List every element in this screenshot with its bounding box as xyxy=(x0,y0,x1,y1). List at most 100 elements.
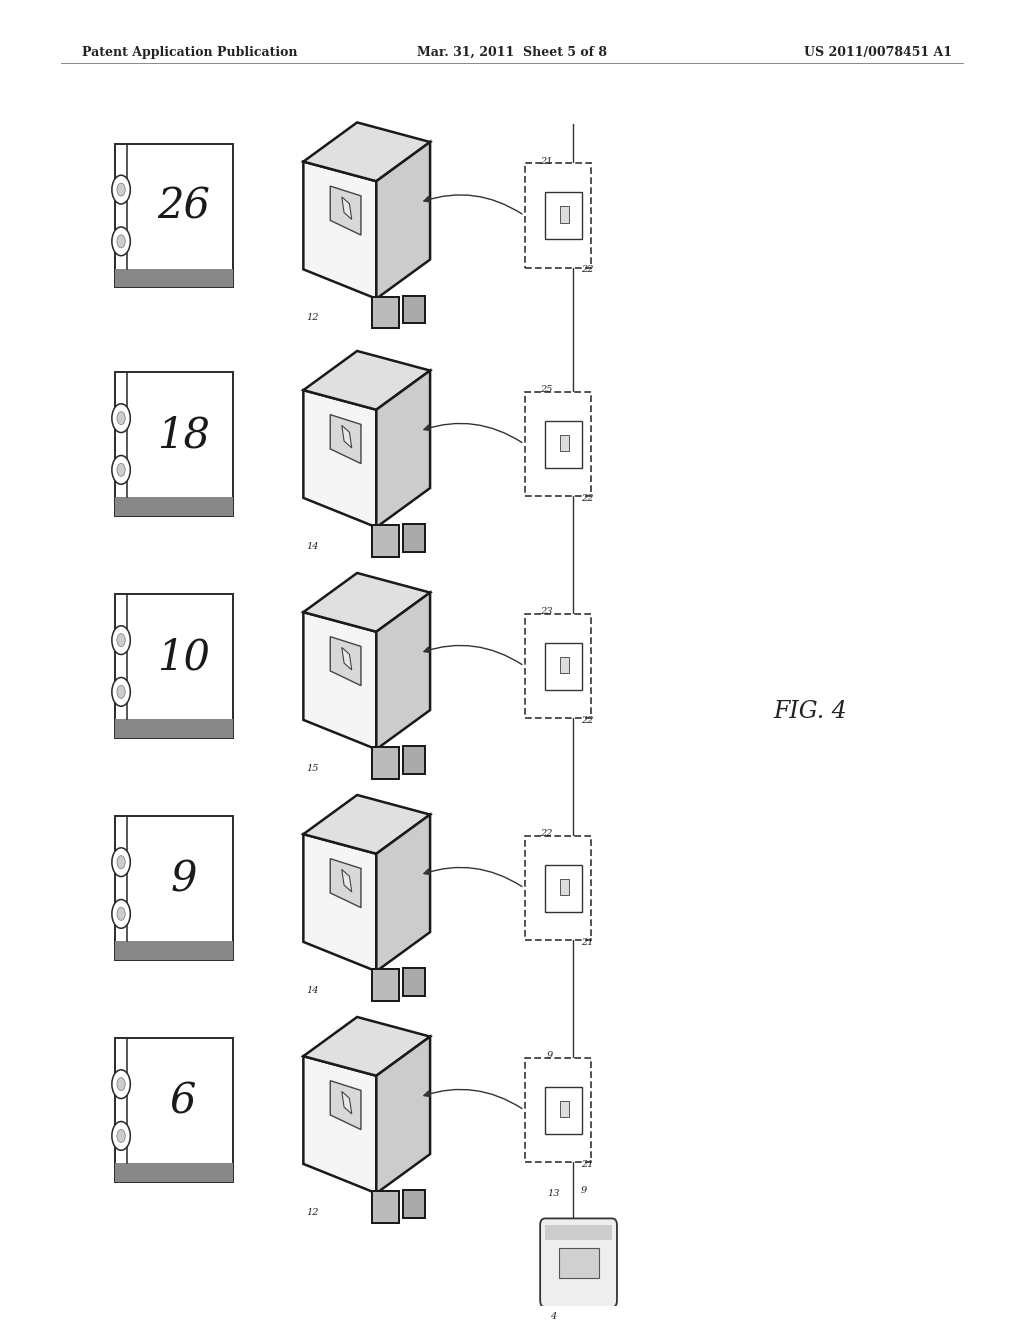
Text: 4: 4 xyxy=(550,1312,556,1320)
Bar xyxy=(373,747,399,779)
Bar xyxy=(403,1191,425,1218)
Text: 23: 23 xyxy=(541,607,553,616)
Polygon shape xyxy=(303,834,377,972)
Ellipse shape xyxy=(112,176,130,205)
Polygon shape xyxy=(377,593,430,750)
Ellipse shape xyxy=(117,634,125,647)
Bar xyxy=(525,164,592,268)
Text: 14: 14 xyxy=(306,543,318,550)
Polygon shape xyxy=(303,612,377,750)
Bar xyxy=(545,643,582,689)
Text: 22: 22 xyxy=(581,715,593,725)
Ellipse shape xyxy=(117,235,125,248)
Polygon shape xyxy=(303,1056,377,1193)
Polygon shape xyxy=(342,197,352,219)
FancyBboxPatch shape xyxy=(541,1218,616,1307)
Text: US 2011/0078451 A1: US 2011/0078451 A1 xyxy=(804,46,952,58)
Bar xyxy=(116,816,233,960)
Polygon shape xyxy=(377,1036,430,1193)
Text: 21: 21 xyxy=(581,1160,593,1168)
Bar xyxy=(373,297,399,329)
Ellipse shape xyxy=(112,227,130,256)
Bar xyxy=(403,524,425,552)
Polygon shape xyxy=(303,391,377,527)
Text: 15: 15 xyxy=(306,764,318,774)
Ellipse shape xyxy=(112,455,130,484)
Text: 12: 12 xyxy=(306,1208,318,1217)
Ellipse shape xyxy=(117,183,125,197)
Bar xyxy=(373,1192,399,1222)
Polygon shape xyxy=(330,414,360,463)
Polygon shape xyxy=(342,1092,352,1114)
Bar xyxy=(403,969,425,995)
Polygon shape xyxy=(303,1016,430,1076)
Ellipse shape xyxy=(117,685,125,698)
Bar xyxy=(545,865,582,912)
Bar xyxy=(559,1247,599,1278)
Text: 9: 9 xyxy=(547,1052,553,1060)
Bar xyxy=(116,372,233,516)
Ellipse shape xyxy=(112,1069,130,1098)
Ellipse shape xyxy=(112,626,130,655)
Bar xyxy=(545,421,582,467)
Text: 22: 22 xyxy=(581,265,593,275)
Bar xyxy=(545,191,582,239)
Ellipse shape xyxy=(117,412,125,425)
Ellipse shape xyxy=(112,1122,130,1150)
Bar xyxy=(403,296,425,323)
Ellipse shape xyxy=(117,907,125,920)
Text: 14: 14 xyxy=(306,986,318,995)
Bar xyxy=(560,206,569,223)
Ellipse shape xyxy=(112,847,130,876)
Bar xyxy=(525,836,592,940)
Polygon shape xyxy=(342,647,352,671)
Polygon shape xyxy=(377,814,430,972)
Bar xyxy=(116,719,233,738)
Text: Patent Application Publication: Patent Application Publication xyxy=(82,46,297,58)
Polygon shape xyxy=(303,351,430,409)
Ellipse shape xyxy=(112,404,130,433)
Text: 21: 21 xyxy=(541,157,553,166)
Text: Mar. 31, 2011  Sheet 5 of 8: Mar. 31, 2011 Sheet 5 of 8 xyxy=(417,46,607,58)
Polygon shape xyxy=(377,371,430,527)
Bar xyxy=(560,879,569,895)
Ellipse shape xyxy=(117,855,125,869)
Bar xyxy=(116,941,233,960)
Bar xyxy=(116,269,233,288)
Polygon shape xyxy=(330,1081,360,1130)
Text: 12: 12 xyxy=(306,313,318,322)
Text: 9: 9 xyxy=(581,1185,587,1195)
Text: 9: 9 xyxy=(170,858,197,900)
Bar xyxy=(116,1163,233,1181)
Polygon shape xyxy=(303,123,430,181)
Polygon shape xyxy=(330,858,360,908)
Bar xyxy=(116,498,233,516)
Polygon shape xyxy=(342,870,352,892)
Bar xyxy=(560,1101,569,1117)
Bar xyxy=(525,392,592,496)
Bar xyxy=(373,525,399,557)
Polygon shape xyxy=(330,636,360,685)
Text: 21: 21 xyxy=(581,937,593,946)
Bar xyxy=(116,1039,233,1181)
Ellipse shape xyxy=(112,899,130,928)
Text: 26: 26 xyxy=(157,186,210,228)
Polygon shape xyxy=(377,143,430,298)
Text: FIG. 4: FIG. 4 xyxy=(773,700,847,723)
Text: 6: 6 xyxy=(170,1080,197,1122)
Polygon shape xyxy=(303,795,430,854)
Text: 25: 25 xyxy=(541,385,553,395)
Text: 22: 22 xyxy=(541,829,553,838)
Ellipse shape xyxy=(117,463,125,477)
Bar xyxy=(560,656,569,673)
Text: 22: 22 xyxy=(581,494,593,503)
Bar xyxy=(560,434,569,451)
Polygon shape xyxy=(330,186,360,235)
Ellipse shape xyxy=(117,1077,125,1090)
Text: 13: 13 xyxy=(548,1188,560,1197)
Bar xyxy=(525,614,592,718)
Bar xyxy=(525,1057,592,1163)
Bar xyxy=(403,746,425,774)
Bar xyxy=(116,144,233,288)
Bar xyxy=(116,594,233,738)
